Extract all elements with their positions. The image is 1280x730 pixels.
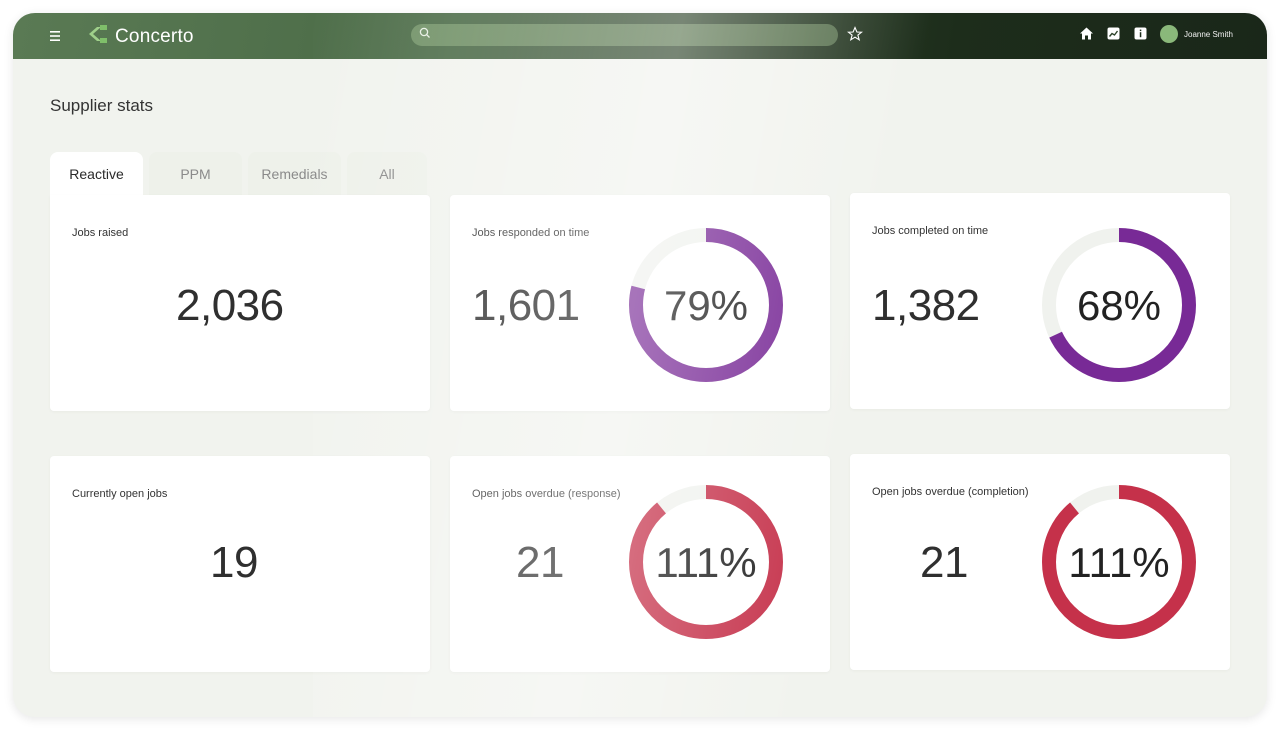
jobs-completed-card: Jobs completed on time 1,382 68% — [850, 193, 1230, 409]
tab-ppm[interactable]: PPM — [149, 152, 242, 195]
open-jobs-value: 19 — [210, 538, 258, 587]
jobs-raised-value: 2,036 — [176, 281, 284, 330]
card-label: Open jobs overdue (completion) — [872, 486, 1029, 498]
overdue-completion-donut-chart — [1042, 485, 1196, 639]
responded-percent: 79% — [663, 282, 749, 329]
card-label: Jobs completed on time — [872, 225, 989, 237]
home-icon[interactable] — [1079, 26, 1094, 41]
app-name: Concerto — [115, 25, 194, 47]
star-icon[interactable] — [846, 26, 864, 47]
card-label: Jobs raised — [72, 227, 129, 239]
overdue-response-percent: 111% — [655, 539, 757, 586]
jobs-responded-value: 1,601 — [472, 281, 580, 330]
nav-icon-group — [1079, 26, 1148, 41]
card-label: Open jobs overdue (response) — [472, 488, 621, 500]
card-label: Currently open jobs — [72, 488, 168, 500]
tab-all[interactable]: All — [347, 152, 427, 195]
app-logo[interactable]: Concerto — [87, 24, 194, 49]
tab-bar: Reactive PPM Remedials All — [50, 152, 427, 195]
tab-remedials[interactable]: Remedials — [248, 152, 341, 195]
user-name: Joanne Smith — [1184, 29, 1233, 39]
overdue-response-value: 21 — [516, 538, 564, 587]
overdue-response-card: Open jobs overdue (response) 21 111% — [450, 456, 830, 672]
chart-icon[interactable] — [1106, 26, 1121, 41]
card-label: Jobs responded on time — [472, 227, 590, 239]
overdue-completion-percent: 111% — [1068, 539, 1170, 586]
open-jobs-card: Currently open jobs 19 — [50, 456, 430, 672]
info-icon[interactable] — [1133, 26, 1148, 41]
app-window: Concerto — [13, 13, 1267, 717]
responded-donut-chart — [629, 228, 783, 382]
jobs-responded-card: Jobs responded on time 1,601 79% — [450, 195, 830, 411]
jobs-raised-card: Jobs raised 2,036 — [50, 195, 430, 411]
search-input[interactable] — [437, 28, 827, 42]
overdue-completion-card: Open jobs overdue (completion) 21 111% — [850, 454, 1230, 670]
overdue-completion-value: 21 — [920, 538, 968, 587]
user-menu[interactable]: Joanne Smith — [1160, 25, 1233, 43]
search-bar[interactable] — [411, 24, 838, 46]
top-navigation-bar: Concerto — [13, 13, 1267, 59]
jobs-completed-value: 1,382 — [872, 281, 980, 330]
completed-donut-chart — [1042, 228, 1196, 382]
concerto-logo-icon — [87, 24, 109, 49]
completed-percent: 68% — [1076, 282, 1162, 329]
overdue-response-donut-chart — [629, 485, 783, 639]
page-title: Supplier stats — [50, 96, 153, 115]
avatar — [1160, 25, 1178, 43]
tab-reactive[interactable]: Reactive — [50, 152, 143, 195]
search-icon — [419, 26, 431, 44]
hamburger-menu-icon[interactable] — [45, 27, 65, 45]
